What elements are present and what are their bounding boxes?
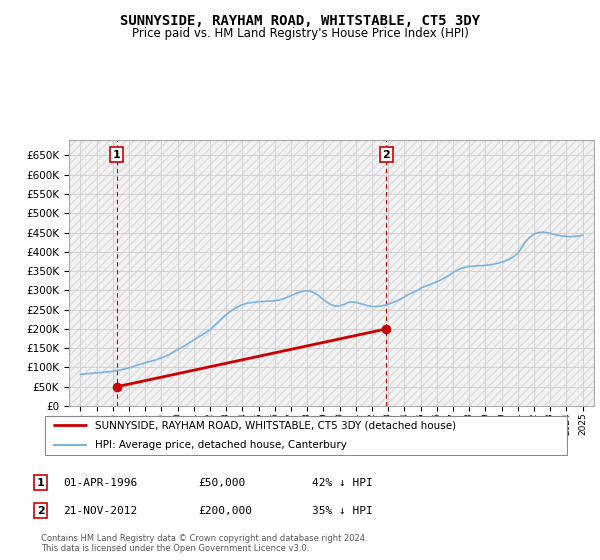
Text: 2: 2 <box>37 506 44 516</box>
Text: Price paid vs. HM Land Registry's House Price Index (HPI): Price paid vs. HM Land Registry's House … <box>131 27 469 40</box>
Text: 42% ↓ HPI: 42% ↓ HPI <box>312 478 373 488</box>
Point <box>112 382 122 391</box>
Text: 1: 1 <box>37 478 44 488</box>
Text: Contains HM Land Registry data © Crown copyright and database right 2024.
This d: Contains HM Land Registry data © Crown c… <box>41 534 367 553</box>
FancyBboxPatch shape <box>44 416 568 455</box>
Text: SUNNYSIDE, RAYHAM ROAD, WHITSTABLE, CT5 3DY: SUNNYSIDE, RAYHAM ROAD, WHITSTABLE, CT5 … <box>120 14 480 28</box>
Text: 2: 2 <box>383 150 391 160</box>
Point <box>382 324 391 333</box>
Text: 01-APR-1996: 01-APR-1996 <box>63 478 137 488</box>
Text: £200,000: £200,000 <box>198 506 252 516</box>
Text: HPI: Average price, detached house, Canterbury: HPI: Average price, detached house, Cant… <box>95 441 347 450</box>
Text: 21-NOV-2012: 21-NOV-2012 <box>63 506 137 516</box>
Text: 1: 1 <box>113 150 121 160</box>
Text: SUNNYSIDE, RAYHAM ROAD, WHITSTABLE, CT5 3DY (detached house): SUNNYSIDE, RAYHAM ROAD, WHITSTABLE, CT5 … <box>95 421 456 430</box>
Text: £50,000: £50,000 <box>198 478 245 488</box>
Text: 35% ↓ HPI: 35% ↓ HPI <box>312 506 373 516</box>
